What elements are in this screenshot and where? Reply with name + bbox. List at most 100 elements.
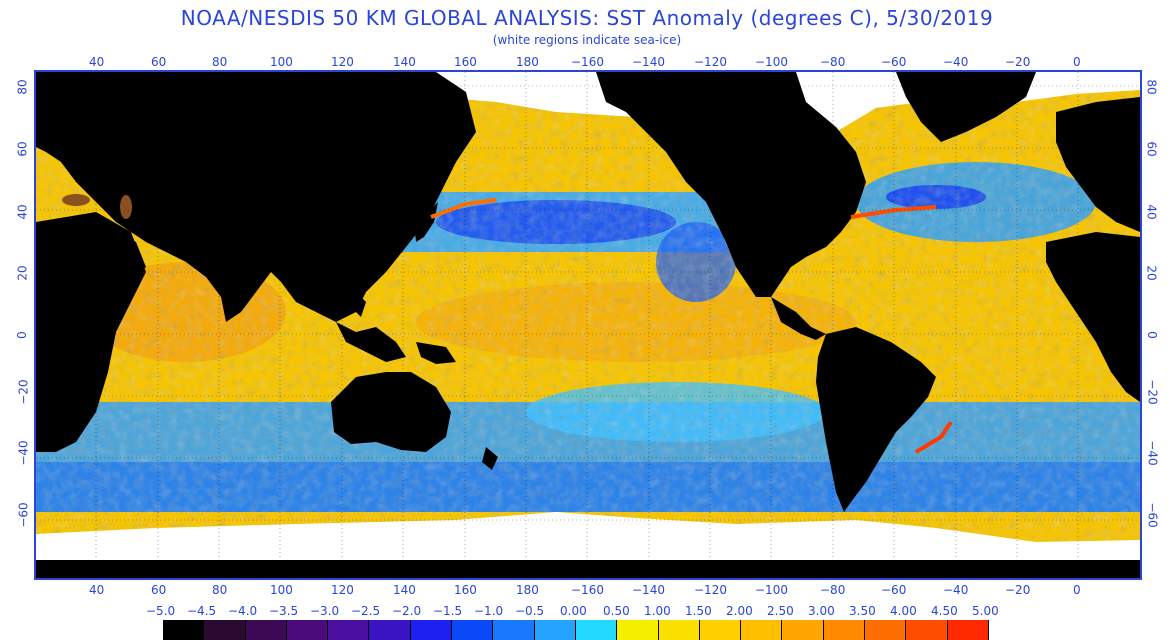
lat-tick-label: 0 bbox=[1144, 331, 1159, 339]
map-canvas bbox=[36, 72, 1140, 578]
lon-tick-label: −20 bbox=[1005, 583, 1031, 597]
legend-label: −2.0 bbox=[392, 604, 422, 618]
legend-swatch bbox=[823, 620, 866, 640]
lon-tick-label: 160 bbox=[454, 583, 477, 597]
lon-tick-label: 60 bbox=[151, 55, 167, 69]
legend-swatch bbox=[328, 620, 370, 640]
lat-tick-label: 80 bbox=[1144, 79, 1159, 95]
legend-swatch bbox=[204, 620, 246, 640]
legend-label: 0.00 bbox=[560, 604, 587, 618]
lon-tick-label: 40 bbox=[89, 583, 105, 597]
lon-tick-label: 0 bbox=[1073, 583, 1081, 597]
legend-swatch bbox=[163, 620, 205, 640]
lat-tick-label: 0 bbox=[14, 331, 29, 339]
caspian-sea bbox=[62, 194, 90, 206]
sst-anomaly-map bbox=[34, 70, 1142, 580]
legend-label: 4.50 bbox=[931, 604, 958, 618]
lat-tick-label: 20 bbox=[1144, 265, 1159, 281]
lon-tick-label: −80 bbox=[820, 55, 846, 69]
australia bbox=[331, 372, 451, 452]
lon-tick-label: 100 bbox=[270, 55, 293, 69]
legend-swatch bbox=[699, 620, 742, 640]
legend-swatch bbox=[452, 620, 494, 640]
lon-tick-label: −60 bbox=[881, 583, 907, 597]
lon-tick-label: 80 bbox=[212, 55, 228, 69]
graticule bbox=[36, 72, 1140, 578]
lon-tick-label: −40 bbox=[943, 55, 969, 69]
lat-tick-label: 80 bbox=[15, 79, 30, 95]
legend-swatch bbox=[534, 620, 576, 640]
lat-tick-label: −60 bbox=[1145, 502, 1160, 528]
lon-tick-label: 80 bbox=[212, 583, 228, 597]
legend-swatch bbox=[906, 620, 948, 640]
south-america bbox=[816, 327, 936, 512]
lat-tick-label: 20 bbox=[15, 265, 30, 281]
lat-tick-label: −60 bbox=[16, 502, 31, 528]
antarctica bbox=[36, 560, 1140, 578]
europe bbox=[1056, 97, 1140, 232]
lon-tick-label: 140 bbox=[393, 55, 416, 69]
central-america bbox=[771, 297, 826, 340]
lon-tick-label: 120 bbox=[331, 583, 354, 597]
legend-swatch bbox=[245, 620, 287, 640]
lon-tick-label: −20 bbox=[1005, 55, 1031, 69]
lon-tick-label: 0 bbox=[1073, 55, 1081, 69]
legend-label: 5.00 bbox=[972, 604, 999, 618]
legend-swatch bbox=[741, 620, 783, 640]
legend-swatch bbox=[865, 620, 907, 640]
lon-tick-label: 180 bbox=[516, 583, 539, 597]
legend-swatch bbox=[410, 620, 453, 640]
legend-label: 1.50 bbox=[685, 604, 712, 618]
eurasia-africa bbox=[36, 72, 476, 322]
legend-label: 1.00 bbox=[644, 604, 671, 618]
lat-tick-label: 40 bbox=[15, 204, 30, 220]
lon-tick-label: −140 bbox=[632, 55, 665, 69]
arabian-peninsula bbox=[96, 222, 146, 282]
lon-tick-label: −120 bbox=[694, 583, 727, 597]
lat-tick-label: 60 bbox=[15, 141, 30, 157]
legend-swatch bbox=[947, 620, 989, 640]
legend-label: 2.00 bbox=[726, 604, 753, 618]
lon-tick-label: 160 bbox=[454, 55, 477, 69]
lon-tick-label: −140 bbox=[632, 583, 665, 597]
lon-tick-label: 120 bbox=[331, 55, 354, 69]
legend-label: −4.5 bbox=[187, 604, 217, 618]
lat-tick-label: 40 bbox=[1144, 204, 1159, 220]
lon-tick-label: −80 bbox=[820, 583, 846, 597]
lon-tick-label: −100 bbox=[755, 583, 788, 597]
legend-swatch bbox=[369, 620, 411, 640]
legend-swatch bbox=[286, 620, 329, 640]
greenland bbox=[896, 72, 1036, 142]
lon-tick-label: −40 bbox=[943, 583, 969, 597]
lon-tick-label: 100 bbox=[270, 583, 293, 597]
legend-label: 2.50 bbox=[767, 604, 794, 618]
japan bbox=[414, 202, 438, 242]
southeast-asia-islands bbox=[336, 292, 456, 364]
lat-tick-label: −40 bbox=[1145, 440, 1160, 466]
legend-swatch bbox=[617, 620, 659, 640]
legend-swatch bbox=[782, 620, 824, 640]
lat-tick-label: −20 bbox=[16, 379, 31, 405]
landmasses bbox=[36, 72, 1140, 578]
aral-lake bbox=[120, 195, 132, 219]
legend-label: −1.0 bbox=[474, 604, 504, 618]
north-america bbox=[596, 72, 866, 297]
legend-label: 3.50 bbox=[849, 604, 876, 618]
new-zealand bbox=[482, 447, 498, 470]
map-title: NOAA/NESDIS 50 KM GLOBAL ANALYSIS: SST A… bbox=[180, 6, 994, 30]
legend-label: −2.5 bbox=[351, 604, 381, 618]
lon-tick-label: 180 bbox=[516, 55, 539, 69]
lon-tick-label: −160 bbox=[571, 583, 604, 597]
lon-tick-label: 40 bbox=[89, 55, 105, 69]
legend-label: −1.5 bbox=[433, 604, 463, 618]
legend-label: −5.0 bbox=[146, 604, 176, 618]
west-africa bbox=[1046, 232, 1140, 402]
legend-label: −3.5 bbox=[269, 604, 299, 618]
lat-tick-label: 60 bbox=[1144, 141, 1159, 157]
legend-label: 3.00 bbox=[808, 604, 835, 618]
lon-tick-label: 140 bbox=[393, 583, 416, 597]
legend-label: 4.00 bbox=[890, 604, 917, 618]
lon-tick-label: −160 bbox=[571, 55, 604, 69]
map-subtitle: (white regions indicate sea-ice) bbox=[492, 33, 682, 47]
legend-label: −4.0 bbox=[228, 604, 258, 618]
